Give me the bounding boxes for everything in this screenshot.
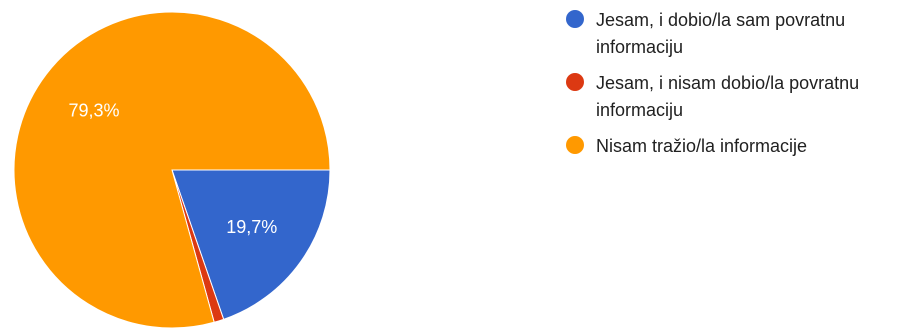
legend: Jesam, i dobio/la sam povratnu informaci… — [566, 7, 911, 169]
data-label: 19,7% — [226, 217, 277, 237]
legend-label-line: Jesam, i dobio/la sam povratnu — [596, 10, 846, 30]
legend-label-line: Nisam tražio/la informacije — [596, 136, 808, 156]
legend-item-nisam-trazio[interactable]: Nisam tražio/la informacije — [566, 133, 911, 160]
data-label: 79,3% — [69, 101, 120, 121]
legend-swatch-red — [566, 73, 584, 91]
legend-swatch-blue — [566, 10, 584, 28]
slice-dobio[interactable] — [171, 169, 331, 320]
legend-label-line: informaciju — [596, 37, 684, 57]
legend-label: Jesam, i dobio/la sam povratnu informaci… — [596, 7, 911, 61]
legend-label: Jesam, i nisam dobio/la povratnu informa… — [596, 70, 911, 124]
slice-nisam-trazio[interactable] — [13, 11, 331, 329]
pie-chart: 19,7% 79,3% — [13, 11, 331, 329]
legend-label-line: Jesam, i nisam dobio/la povratnu — [596, 73, 860, 93]
legend-swatch-orange — [566, 136, 584, 154]
legend-item-nisam-dobio[interactable]: Jesam, i nisam dobio/la povratnu informa… — [566, 70, 911, 124]
legend-item-dobio[interactable]: Jesam, i dobio/la sam povratnu informaci… — [566, 7, 911, 61]
legend-label: Nisam tražio/la informacije — [596, 133, 911, 160]
legend-label-line: informaciju — [596, 100, 684, 120]
